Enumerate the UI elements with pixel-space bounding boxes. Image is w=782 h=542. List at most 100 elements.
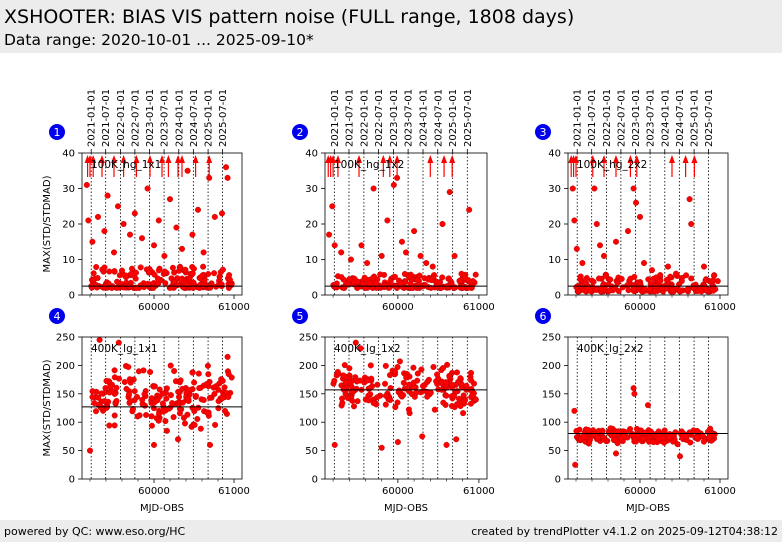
data-point bbox=[169, 400, 176, 407]
data-point bbox=[93, 284, 100, 291]
offscale-arrowhead bbox=[175, 155, 181, 163]
y-tick-label: 0 bbox=[312, 475, 318, 486]
data-point bbox=[139, 396, 146, 403]
outlier-point bbox=[101, 228, 108, 235]
outlier-point bbox=[571, 217, 578, 224]
data-point bbox=[428, 277, 435, 284]
y-tick-label: 40 bbox=[62, 149, 75, 160]
data-point bbox=[195, 404, 202, 411]
data-point bbox=[392, 368, 399, 375]
points-group bbox=[569, 185, 721, 295]
date-tick-label: 2024-07-01 bbox=[433, 89, 444, 147]
data-point bbox=[145, 269, 152, 276]
data-point bbox=[615, 288, 622, 295]
data-point bbox=[160, 408, 167, 415]
data-point bbox=[434, 371, 441, 378]
y-tick-label: 0 bbox=[312, 291, 318, 302]
y-tick-label: 0 bbox=[555, 475, 561, 486]
data-point bbox=[170, 414, 177, 421]
data-point bbox=[573, 428, 580, 435]
data-point bbox=[162, 418, 169, 425]
data-point bbox=[199, 272, 206, 279]
data-point bbox=[113, 398, 120, 405]
data-point bbox=[118, 267, 125, 274]
x-tick-label: 60000 bbox=[138, 302, 170, 313]
outlier-point bbox=[110, 249, 117, 256]
offscale-arrowhead bbox=[669, 155, 675, 163]
data-point bbox=[382, 392, 389, 399]
data-point bbox=[225, 371, 232, 378]
data-point bbox=[457, 375, 464, 382]
data-point bbox=[101, 398, 108, 405]
outlier-point bbox=[453, 436, 460, 443]
date-tick-label: 2021-01-01 bbox=[573, 89, 584, 147]
data-point bbox=[200, 397, 207, 404]
data-point bbox=[400, 379, 407, 386]
offscale-arrowhead bbox=[356, 155, 363, 163]
offscale-arrowhead bbox=[691, 155, 698, 163]
x-tick-label: 61000 bbox=[463, 302, 495, 313]
data-point bbox=[346, 276, 353, 283]
outlier-point bbox=[631, 390, 638, 397]
outlier-point bbox=[89, 238, 96, 245]
data-point bbox=[606, 287, 613, 294]
data-point bbox=[663, 276, 670, 283]
data-point bbox=[126, 283, 133, 290]
offscale-arrowhead bbox=[99, 155, 105, 163]
data-point bbox=[366, 280, 373, 287]
panel-number-badge bbox=[292, 308, 308, 324]
data-point bbox=[407, 280, 414, 287]
chart-panel-3: 2021-01-01 2021-07-01 2022-01-01 2022-07-01… bbox=[535, 89, 736, 313]
offscale-arrowhead bbox=[165, 155, 172, 163]
page-title: XSHOOTER: BIAS VIS pattern noise (FULL r… bbox=[4, 6, 575, 28]
data-point bbox=[405, 388, 412, 395]
data-point bbox=[98, 390, 105, 397]
data-point bbox=[573, 284, 580, 291]
outlier-point bbox=[120, 220, 127, 227]
data-point bbox=[151, 271, 158, 278]
outlier-point bbox=[206, 441, 213, 448]
data-point bbox=[349, 397, 356, 404]
data-point bbox=[467, 400, 474, 407]
data-point bbox=[424, 378, 431, 385]
data-point bbox=[111, 268, 118, 275]
outlier-point bbox=[331, 441, 338, 448]
data-point bbox=[690, 282, 697, 289]
outlier-point bbox=[85, 217, 92, 224]
date-tick-label: 2023-07-01 bbox=[160, 89, 171, 147]
outlier-point bbox=[138, 235, 145, 242]
y-tick-label: 150 bbox=[299, 389, 318, 400]
data-point bbox=[364, 377, 371, 384]
data-point bbox=[211, 390, 218, 397]
data-point bbox=[161, 268, 168, 275]
data-point bbox=[179, 385, 186, 392]
data-point bbox=[469, 278, 476, 285]
panel-label: 100K_hg_1x1 bbox=[91, 159, 161, 171]
data-point bbox=[93, 264, 100, 271]
data-point bbox=[370, 400, 377, 407]
x-tick-label: 61000 bbox=[704, 302, 736, 313]
data-point bbox=[183, 281, 190, 288]
data-point bbox=[650, 439, 657, 446]
outlier-point bbox=[649, 267, 656, 274]
data-point bbox=[126, 376, 133, 383]
footer-powered-by: powered by QC: www.eso.org/HC bbox=[4, 525, 186, 538]
offscale-arrowhead bbox=[334, 155, 341, 163]
outlier-point bbox=[673, 270, 680, 277]
data-point bbox=[611, 436, 618, 443]
data-point bbox=[159, 390, 166, 397]
date-tick-label: 2025-07-01 bbox=[704, 89, 715, 147]
data-point bbox=[141, 284, 148, 291]
y-tick-label: 30 bbox=[62, 184, 75, 195]
panel-label: 100K_hg_2x2 bbox=[577, 159, 647, 171]
data-point bbox=[387, 372, 394, 379]
data-point bbox=[602, 272, 609, 279]
data-point bbox=[454, 369, 461, 376]
date-tick-label: 2022-01-01 bbox=[359, 89, 370, 147]
panel-label: 400K_lg_1x1 bbox=[91, 343, 158, 355]
data-point bbox=[630, 285, 637, 292]
points-group bbox=[326, 174, 479, 291]
data-point bbox=[205, 371, 212, 378]
data-point bbox=[374, 381, 381, 388]
data-point bbox=[221, 384, 228, 391]
